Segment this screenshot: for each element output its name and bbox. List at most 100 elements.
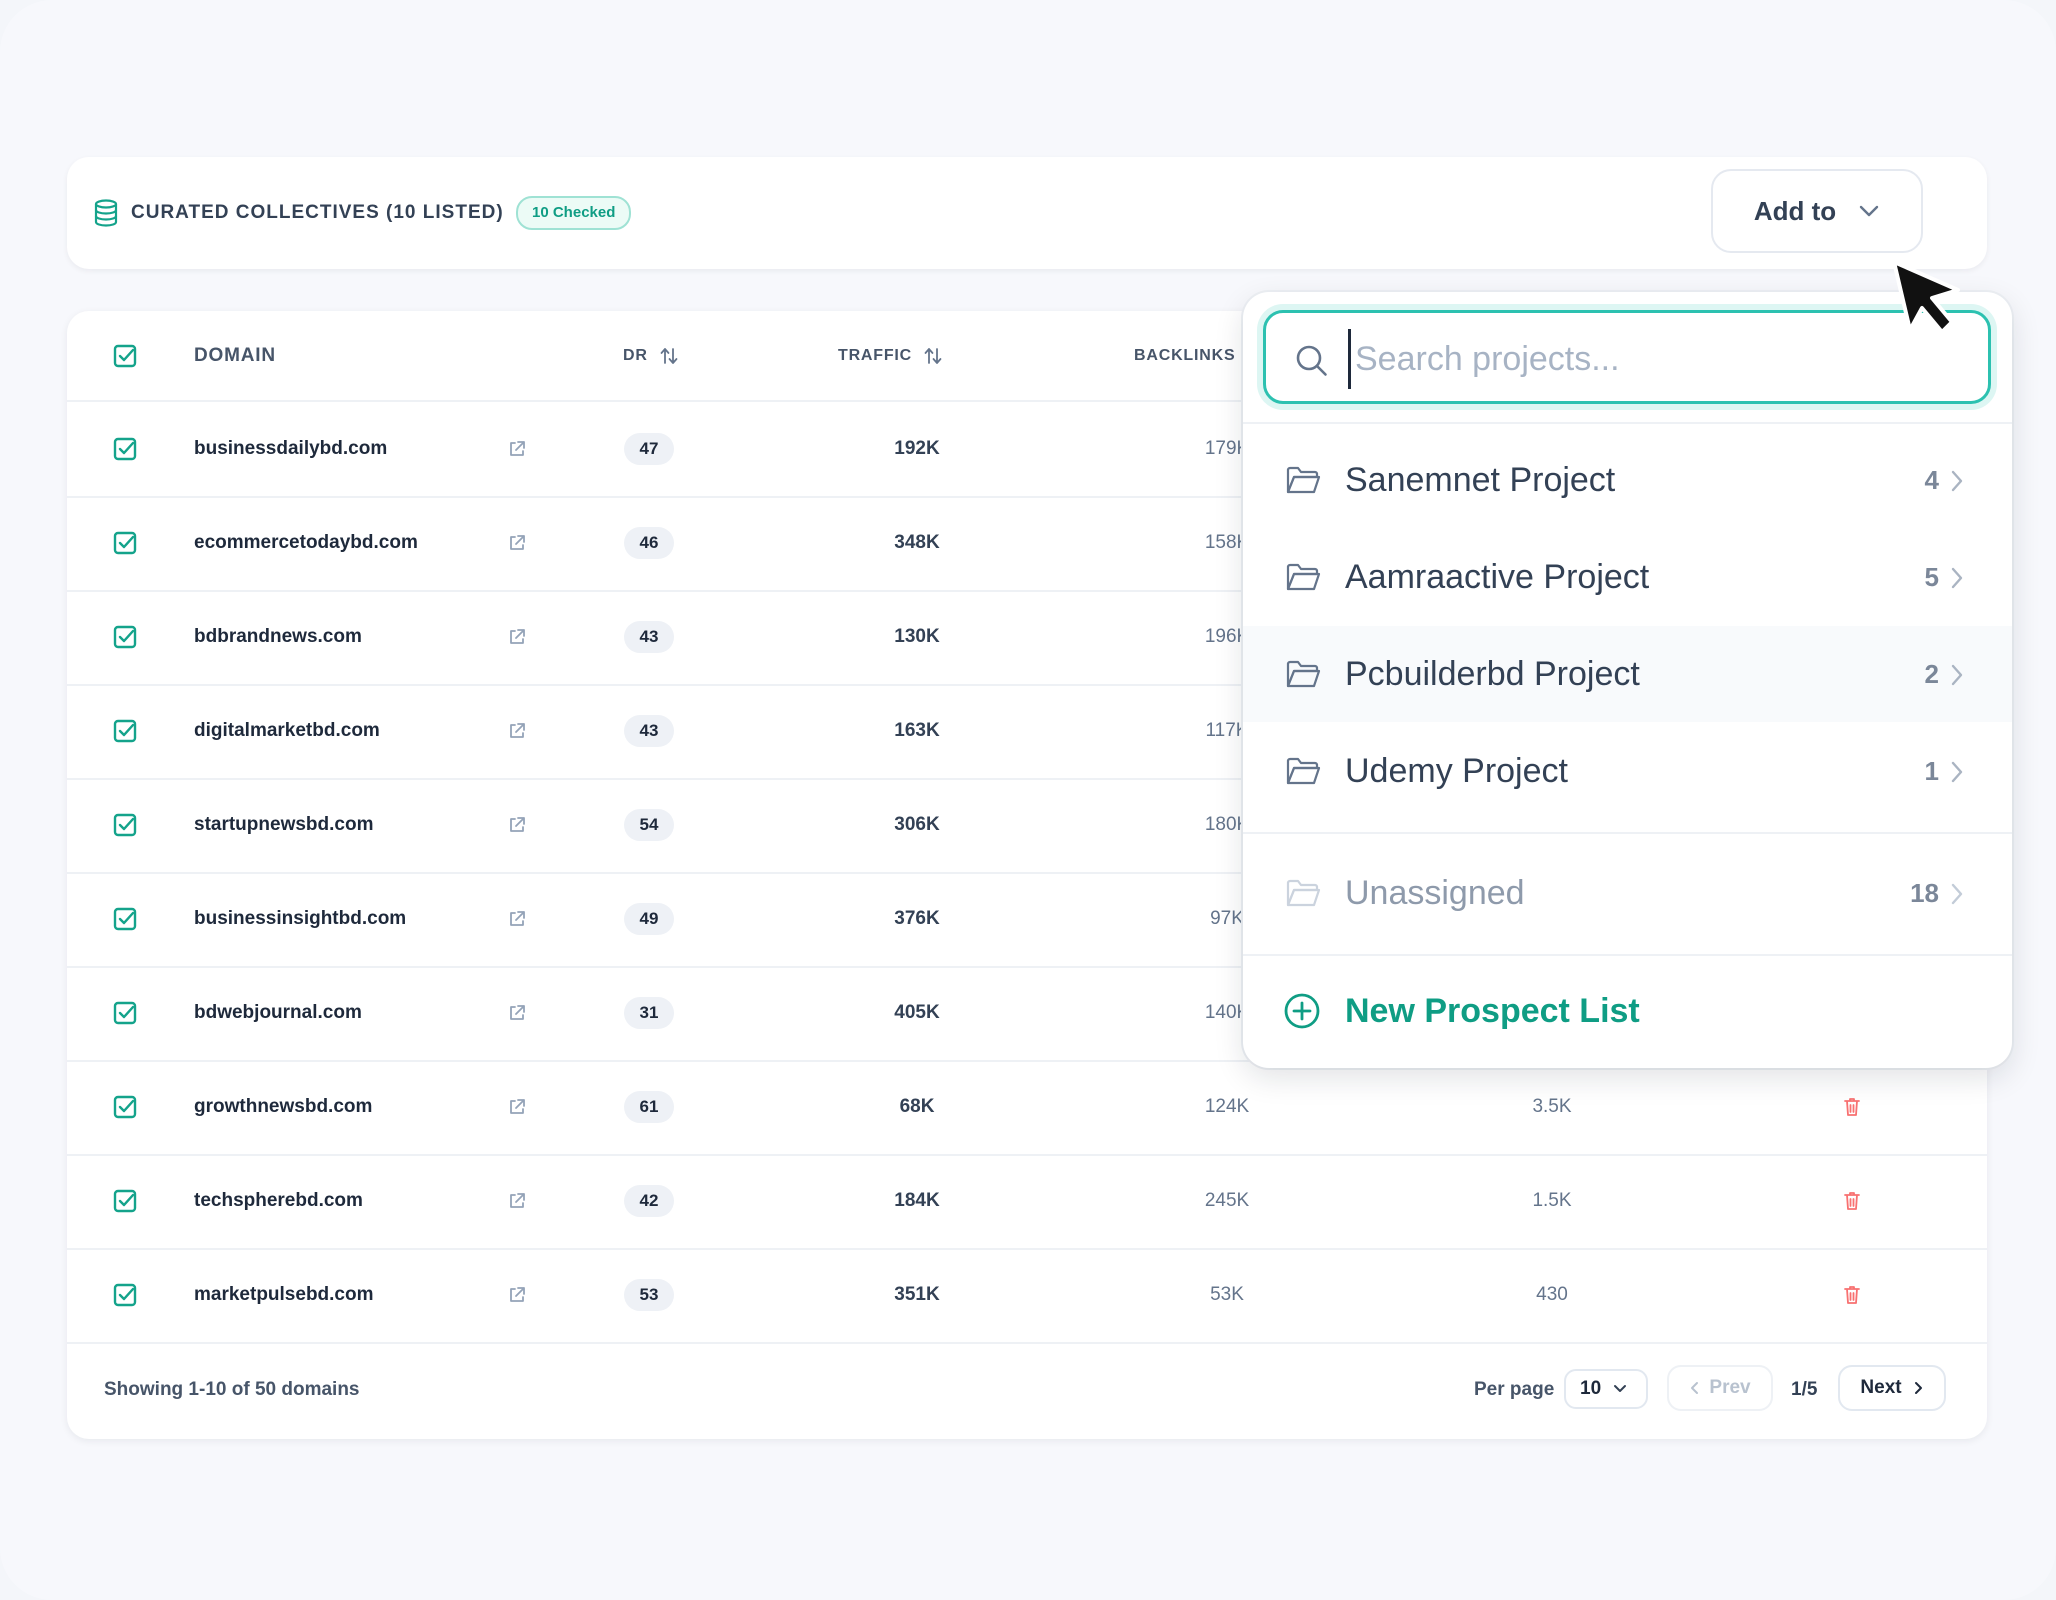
column-backlinks: BACKLINKS	[1134, 347, 1236, 364]
unassigned-count: 18	[1910, 878, 1939, 908]
external-link-icon[interactable]	[507, 721, 527, 741]
trash-icon[interactable]	[1842, 1284, 1862, 1306]
chevron-right-icon	[1914, 1382, 1922, 1394]
traffic-cell: 130K	[894, 626, 940, 647]
domain-cell: startupnewsbd.com	[194, 814, 374, 835]
project-count: 5	[1924, 562, 1939, 592]
table-row: growthnewsbd.com 61 68K 124K 3.5K	[67, 1060, 1987, 1156]
referring-domains-cell: 1.5K	[1532, 1190, 1572, 1211]
dr-badge: 47	[624, 433, 674, 465]
project-search-input[interactable]	[1348, 329, 1967, 389]
per-page-label: Per page	[1474, 1379, 1555, 1400]
domain-cell: digitalmarketbd.com	[194, 720, 380, 741]
table-header: DOMAIN DR TRAFFIC BACKLINKS	[67, 311, 1987, 402]
dr-badge: 43	[624, 621, 674, 653]
traffic-cell: 405K	[894, 1002, 940, 1023]
backlinks-cell: 158K	[1204, 532, 1250, 553]
project-search-box	[1263, 310, 1991, 404]
chevron-right-icon	[1951, 761, 1963, 783]
row-checkbox[interactable]	[113, 625, 137, 649]
backlinks-cell: 245K	[1204, 1190, 1250, 1211]
dr-badge: 43	[624, 715, 674, 747]
folder-icon	[1286, 466, 1321, 494]
unassigned-label: Unassigned	[1345, 874, 1525, 912]
row-checkbox[interactable]	[113, 719, 137, 743]
backlinks-cell: 97K	[1210, 908, 1244, 929]
domain-cell: growthnewsbd.com	[194, 1096, 373, 1117]
next-page-button[interactable]: Next	[1838, 1365, 1946, 1411]
chevron-down-icon	[1859, 205, 1879, 217]
divider	[1243, 954, 2012, 956]
page-indicator: 1/5	[1791, 1379, 1818, 1400]
collection-title: CURATED COLLECTIVES (10 LISTED)	[131, 202, 504, 223]
row-checkbox[interactable]	[113, 1095, 137, 1119]
column-dr-header[interactable]: DR	[623, 311, 679, 400]
project-item[interactable]: Aamraactive Project 5	[1243, 529, 2012, 625]
plus-circle-icon	[1284, 993, 1320, 1029]
domain-cell: ecommercetodaybd.com	[194, 532, 418, 553]
trash-icon[interactable]	[1842, 1096, 1862, 1118]
referring-domains-cell: 3.5K	[1532, 1096, 1572, 1117]
prev-label: Prev	[1709, 1377, 1751, 1398]
project-count: 1	[1924, 756, 1939, 786]
folder-icon	[1286, 879, 1321, 907]
prev-page-button[interactable]: Prev	[1667, 1365, 1773, 1411]
collection-header: CURATED COLLECTIVES (10 LISTED) 10 Check…	[67, 157, 1987, 269]
table-row: bdbrandnews.com 43 130K 196K	[67, 590, 1987, 686]
table-footer: Showing 1-10 of 50 domains Per page 10 P…	[67, 1341, 1987, 1439]
external-link-icon[interactable]	[507, 815, 527, 835]
domain-cell: businessdailybd.com	[194, 438, 388, 459]
backlinks-cell: 180K	[1204, 814, 1250, 835]
project-name: Sanemnet Project	[1345, 461, 1616, 499]
backlinks-cell: 140K	[1204, 1002, 1250, 1023]
chevron-right-icon	[1951, 470, 1963, 492]
folder-icon	[1286, 563, 1321, 591]
domain-cell: businessinsightbd.com	[194, 908, 407, 929]
referring-domains-cell: 430	[1536, 1284, 1568, 1305]
external-link-icon[interactable]	[507, 1285, 527, 1305]
traffic-cell: 163K	[894, 720, 940, 741]
row-checkbox[interactable]	[113, 1001, 137, 1025]
showing-count: Showing 1-10 of 50 domains	[104, 1379, 360, 1400]
per-page-value: 10	[1580, 1378, 1602, 1399]
row-checkbox[interactable]	[113, 907, 137, 931]
trash-icon[interactable]	[1842, 1190, 1862, 1212]
external-link-icon[interactable]	[507, 439, 527, 459]
per-page-select[interactable]: 10	[1564, 1369, 1648, 1409]
external-link-icon[interactable]	[507, 627, 527, 647]
backlinks-cell: 179K	[1204, 438, 1250, 459]
chevron-right-icon	[1951, 883, 1963, 905]
new-prospect-list-label: New Prospect List	[1345, 992, 1640, 1030]
external-link-icon[interactable]	[507, 909, 527, 929]
external-link-icon[interactable]	[507, 1097, 527, 1117]
external-link-icon[interactable]	[507, 533, 527, 553]
add-to-button[interactable]: Add to	[1711, 169, 1923, 253]
folder-icon	[1286, 757, 1321, 785]
project-item[interactable]: Udemy Project 1	[1243, 723, 2012, 819]
project-item[interactable]: Pcbuilderbd Project 2	[1243, 626, 2012, 722]
unassigned-item[interactable]: Unassigned 18	[1243, 845, 2012, 941]
select-all-checkbox[interactable]	[113, 344, 137, 368]
dr-badge: 46	[624, 527, 674, 559]
row-checkbox[interactable]	[113, 1283, 137, 1307]
table-row: marketpulsebd.com 53 351K 53K 430	[67, 1248, 1987, 1344]
external-link-icon[interactable]	[507, 1191, 527, 1211]
table-row: businessinsightbd.com 49 376K 97K	[67, 872, 1987, 968]
sort-icon	[660, 347, 678, 364]
chevron-left-icon	[1691, 1382, 1699, 1394]
add-to-label: Add to	[1753, 195, 1837, 226]
project-count: 2	[1924, 659, 1939, 689]
row-checkbox[interactable]	[113, 1189, 137, 1213]
backlinks-cell: 196K	[1204, 626, 1250, 647]
row-checkbox[interactable]	[113, 813, 137, 837]
row-checkbox[interactable]	[113, 437, 137, 461]
folder-icon	[1286, 660, 1321, 688]
next-label: Next	[1860, 1377, 1902, 1398]
project-item[interactable]: Sanemnet Project 4	[1243, 432, 2012, 528]
column-traffic-header[interactable]: TRAFFIC	[838, 311, 943, 400]
external-link-icon[interactable]	[507, 1003, 527, 1023]
checked-count-badge: 10 Checked	[516, 196, 632, 230]
row-checkbox[interactable]	[113, 531, 137, 555]
domain-cell: marketpulsebd.com	[194, 1284, 374, 1305]
new-prospect-list-button[interactable]: New Prospect List	[1243, 956, 2012, 1066]
